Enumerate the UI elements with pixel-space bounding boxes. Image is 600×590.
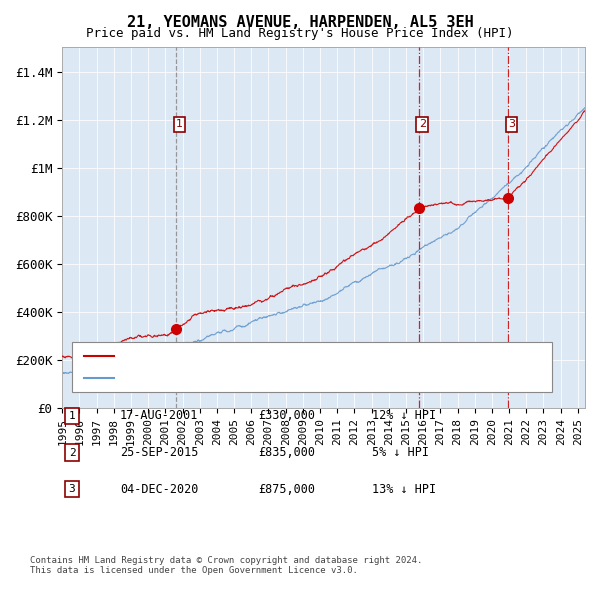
Text: 1: 1 <box>68 411 76 421</box>
Text: £330,000: £330,000 <box>258 409 315 422</box>
Text: 25-SEP-2015: 25-SEP-2015 <box>120 446 199 459</box>
Text: 13% ↓ HPI: 13% ↓ HPI <box>372 483 436 496</box>
Text: 3: 3 <box>68 484 76 494</box>
Text: 04-DEC-2020: 04-DEC-2020 <box>120 483 199 496</box>
Text: HPI: Average price, detached house, St Albans: HPI: Average price, detached house, St A… <box>126 373 407 382</box>
Text: 2: 2 <box>419 119 426 129</box>
Text: 5% ↓ HPI: 5% ↓ HPI <box>372 446 429 459</box>
Text: 17-AUG-2001: 17-AUG-2001 <box>120 409 199 422</box>
Text: 3: 3 <box>508 119 515 129</box>
Text: Price paid vs. HM Land Registry's House Price Index (HPI): Price paid vs. HM Land Registry's House … <box>86 27 514 40</box>
Text: 21, YEOMANS AVENUE, HARPENDEN, AL5 3EH: 21, YEOMANS AVENUE, HARPENDEN, AL5 3EH <box>127 15 473 30</box>
Text: £875,000: £875,000 <box>258 483 315 496</box>
Text: 2: 2 <box>68 448 76 457</box>
Text: 12% ↓ HPI: 12% ↓ HPI <box>372 409 436 422</box>
Text: 21, YEOMANS AVENUE, HARPENDEN, AL5 3EH (detached house): 21, YEOMANS AVENUE, HARPENDEN, AL5 3EH (… <box>126 351 470 360</box>
Text: 1: 1 <box>176 119 183 129</box>
Text: Contains HM Land Registry data © Crown copyright and database right 2024.
This d: Contains HM Land Registry data © Crown c… <box>30 556 422 575</box>
Text: £835,000: £835,000 <box>258 446 315 459</box>
